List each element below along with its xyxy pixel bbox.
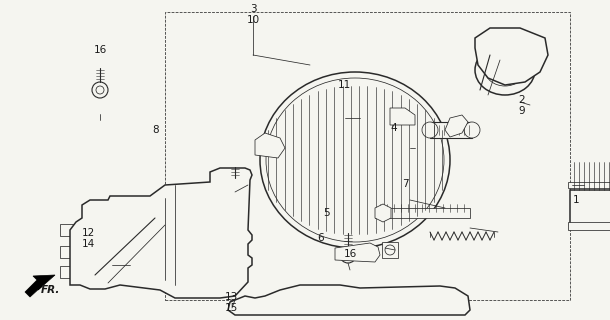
Text: 5: 5 xyxy=(323,208,329,218)
Polygon shape xyxy=(445,115,468,137)
Text: 4: 4 xyxy=(390,123,397,133)
Polygon shape xyxy=(70,168,252,298)
Bar xyxy=(60,224,74,236)
Bar xyxy=(60,266,74,278)
Polygon shape xyxy=(25,275,55,297)
Bar xyxy=(568,182,610,188)
Ellipse shape xyxy=(464,122,480,138)
Bar xyxy=(382,242,398,258)
Text: 8: 8 xyxy=(152,124,159,135)
Text: 7: 7 xyxy=(403,179,409,189)
Text: 3
10: 3 10 xyxy=(246,4,260,25)
Ellipse shape xyxy=(422,122,438,138)
Bar xyxy=(60,246,74,258)
Circle shape xyxy=(340,247,356,263)
Text: 2
9: 2 9 xyxy=(518,95,525,116)
Polygon shape xyxy=(335,243,380,262)
Text: 16: 16 xyxy=(94,44,107,55)
Bar xyxy=(570,190,610,225)
Text: FR.: FR. xyxy=(40,284,60,295)
Polygon shape xyxy=(255,133,285,158)
Text: 1: 1 xyxy=(573,195,580,205)
Circle shape xyxy=(92,82,108,98)
Bar xyxy=(375,208,470,218)
Text: 6: 6 xyxy=(317,233,323,244)
Bar xyxy=(568,222,610,230)
Ellipse shape xyxy=(475,45,535,95)
Polygon shape xyxy=(475,28,548,85)
Circle shape xyxy=(228,178,242,192)
Text: 16: 16 xyxy=(344,249,357,260)
Polygon shape xyxy=(228,285,470,315)
Text: 13
15: 13 15 xyxy=(225,292,239,313)
Bar xyxy=(165,12,570,300)
Polygon shape xyxy=(375,204,391,222)
Text: 11: 11 xyxy=(338,80,351,90)
Polygon shape xyxy=(390,108,415,125)
Text: 12
14: 12 14 xyxy=(82,228,95,249)
Bar xyxy=(430,122,472,138)
